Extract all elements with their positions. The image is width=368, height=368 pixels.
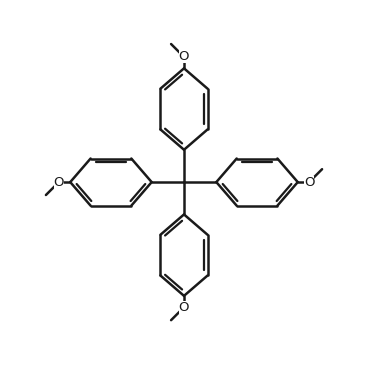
Text: O: O: [179, 301, 189, 314]
Text: O: O: [54, 176, 64, 188]
Text: O: O: [304, 176, 314, 188]
Text: O: O: [179, 50, 189, 63]
